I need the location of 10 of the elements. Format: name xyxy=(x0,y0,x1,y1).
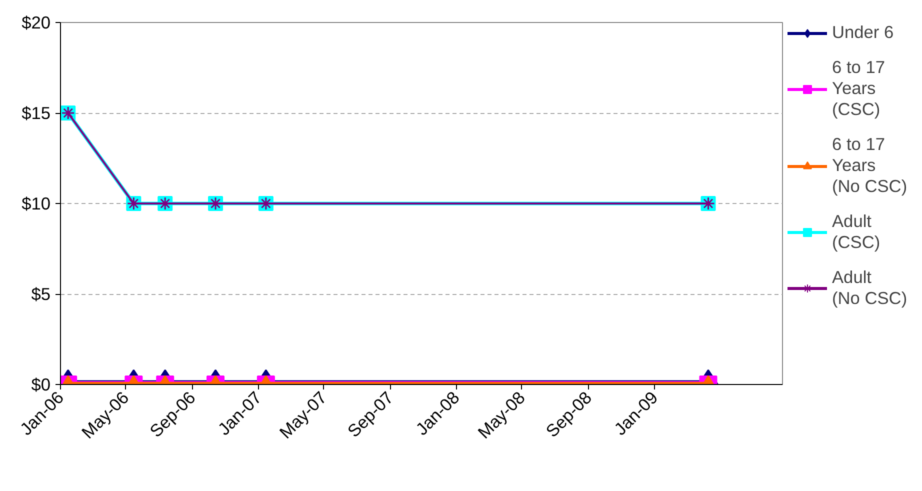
y-tick-label: $20 xyxy=(22,12,51,32)
legend-label: Under 6 xyxy=(832,22,894,43)
legend-label: Adult (CSC) xyxy=(832,211,880,253)
legend-label: Adult (No CSC) xyxy=(832,267,908,309)
y-tick-label: $5 xyxy=(31,284,51,304)
legend-label: 6 to 17 Years (CSC) xyxy=(832,57,885,120)
legend-label: 6 to 17 Years (No CSC) xyxy=(832,134,908,197)
y-tick-label: $10 xyxy=(22,194,51,214)
y-tick-label: $0 xyxy=(31,374,51,394)
y-tick-label: $15 xyxy=(22,103,51,123)
